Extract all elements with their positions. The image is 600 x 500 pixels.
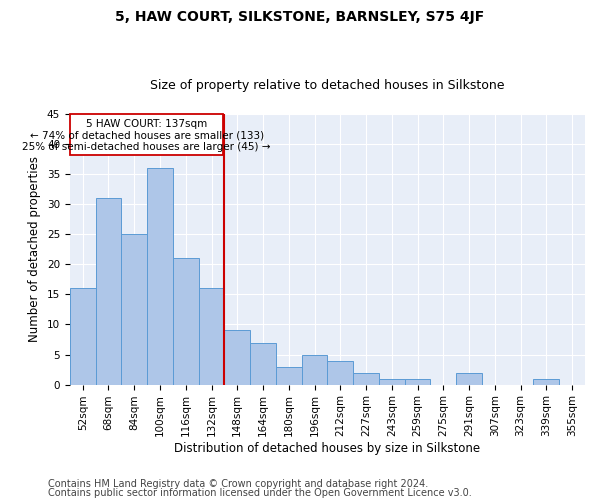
Bar [173, 258, 199, 384]
Text: 5 HAW COURT: 137sqm: 5 HAW COURT: 137sqm [86, 119, 208, 129]
Bar [456, 372, 482, 384]
Bar [404, 378, 430, 384]
Text: Contains HM Land Registry data © Crown copyright and database right 2024.: Contains HM Land Registry data © Crown c… [48, 479, 428, 489]
FancyBboxPatch shape [70, 114, 223, 155]
Bar [379, 378, 404, 384]
Bar [95, 198, 121, 384]
Bar [199, 288, 224, 384]
X-axis label: Distribution of detached houses by size in Silkstone: Distribution of detached houses by size … [175, 442, 481, 455]
Y-axis label: Number of detached properties: Number of detached properties [28, 156, 41, 342]
Bar [302, 354, 328, 384]
Text: 5, HAW COURT, SILKSTONE, BARNSLEY, S75 4JF: 5, HAW COURT, SILKSTONE, BARNSLEY, S75 4… [115, 10, 485, 24]
Bar [224, 330, 250, 384]
Bar [276, 366, 302, 384]
Bar [70, 288, 95, 384]
Bar [533, 378, 559, 384]
Bar [250, 342, 276, 384]
Text: ← 74% of detached houses are smaller (133): ← 74% of detached houses are smaller (13… [29, 130, 264, 140]
Bar [328, 360, 353, 384]
Bar [353, 372, 379, 384]
Bar [147, 168, 173, 384]
Text: 25% of semi-detached houses are larger (45) →: 25% of semi-detached houses are larger (… [22, 142, 271, 152]
Title: Size of property relative to detached houses in Silkstone: Size of property relative to detached ho… [150, 79, 505, 92]
Bar [121, 234, 147, 384]
Text: Contains public sector information licensed under the Open Government Licence v3: Contains public sector information licen… [48, 488, 472, 498]
